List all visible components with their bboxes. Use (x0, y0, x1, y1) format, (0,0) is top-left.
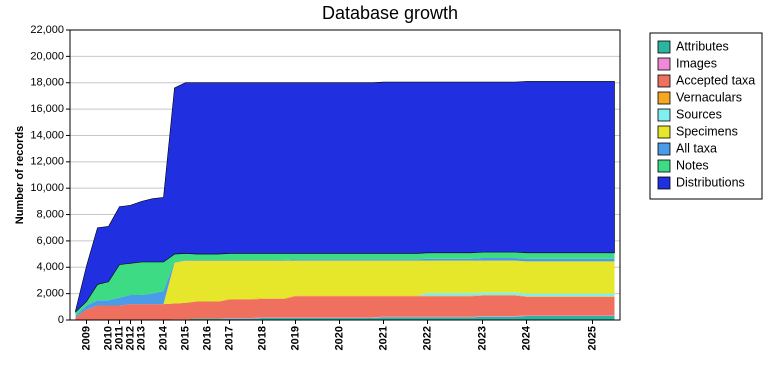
area (75, 315, 615, 320)
area (75, 295, 615, 320)
legend-label: Accepted taxa (676, 73, 755, 87)
x-tick-label: 2012 (124, 326, 136, 350)
x-tick-label: 2010 (102, 326, 114, 350)
y-tick-label: 0 (58, 314, 64, 326)
area (75, 260, 615, 318)
legend-label: All taxa (676, 141, 717, 155)
legend-label: Attributes (676, 39, 729, 53)
y-tick-label: 2,000 (36, 288, 64, 300)
legend-swatch (657, 176, 671, 190)
area (75, 81, 615, 313)
x-tick-label: 2020 (333, 326, 345, 350)
x-tick-label: 2014 (157, 325, 169, 350)
area (75, 316, 615, 320)
x-tick-label: 2009 (80, 326, 92, 350)
legend-label: Vernaculars (676, 90, 742, 104)
x-tick-label: 2024 (520, 325, 532, 350)
legend-swatch (657, 57, 671, 71)
legend-label: Distributions (676, 175, 745, 189)
x-tick-label: 2011 (113, 326, 125, 350)
legend-swatch (657, 125, 671, 139)
y-tick-label: 16,000 (30, 103, 64, 115)
y-axis-title: Number of records (14, 126, 26, 224)
x-tick-label: 2013 (135, 326, 147, 350)
legend-swatch (657, 91, 671, 105)
area (75, 252, 615, 317)
legend-swatch (657, 159, 671, 173)
y-tick-label: 10,000 (30, 182, 64, 194)
legend-label: Sources (676, 107, 722, 121)
x-tick-label: 2016 (201, 326, 213, 350)
x-tick-label: 2015 (179, 326, 191, 350)
legend-swatch (657, 74, 671, 88)
x-tick-label: 2023 (476, 326, 488, 350)
y-tick-label: 6,000 (36, 235, 64, 247)
x-tick-label: 2021 (377, 326, 389, 350)
chart-title: Database growth (322, 3, 458, 23)
y-tick-label: 18,000 (30, 77, 64, 89)
plot-border (69, 29, 621, 321)
x-tick-label: 2017 (223, 326, 235, 350)
x-tick-label: 2018 (256, 326, 268, 350)
x-tick-label: 2022 (421, 326, 433, 350)
area (75, 292, 615, 318)
y-tick-label: 20,000 (30, 50, 64, 62)
y-tick-label: 14,000 (30, 129, 64, 141)
y-tick-label: 8,000 (36, 208, 64, 220)
legend-swatch (657, 142, 671, 156)
legend-label: Notes (676, 158, 709, 172)
legend-label: Specimens (676, 124, 738, 138)
legend-swatch (657, 40, 671, 54)
x-tick-label: 2019 (289, 326, 301, 350)
y-tick-label: 22,000 (30, 24, 64, 36)
legend-label: Images (676, 56, 717, 70)
x-tick-label: 2025 (586, 326, 598, 350)
y-tick-label: 12,000 (30, 156, 64, 168)
y-tick-label: 4,000 (36, 261, 64, 273)
legend-swatch (657, 108, 671, 122)
